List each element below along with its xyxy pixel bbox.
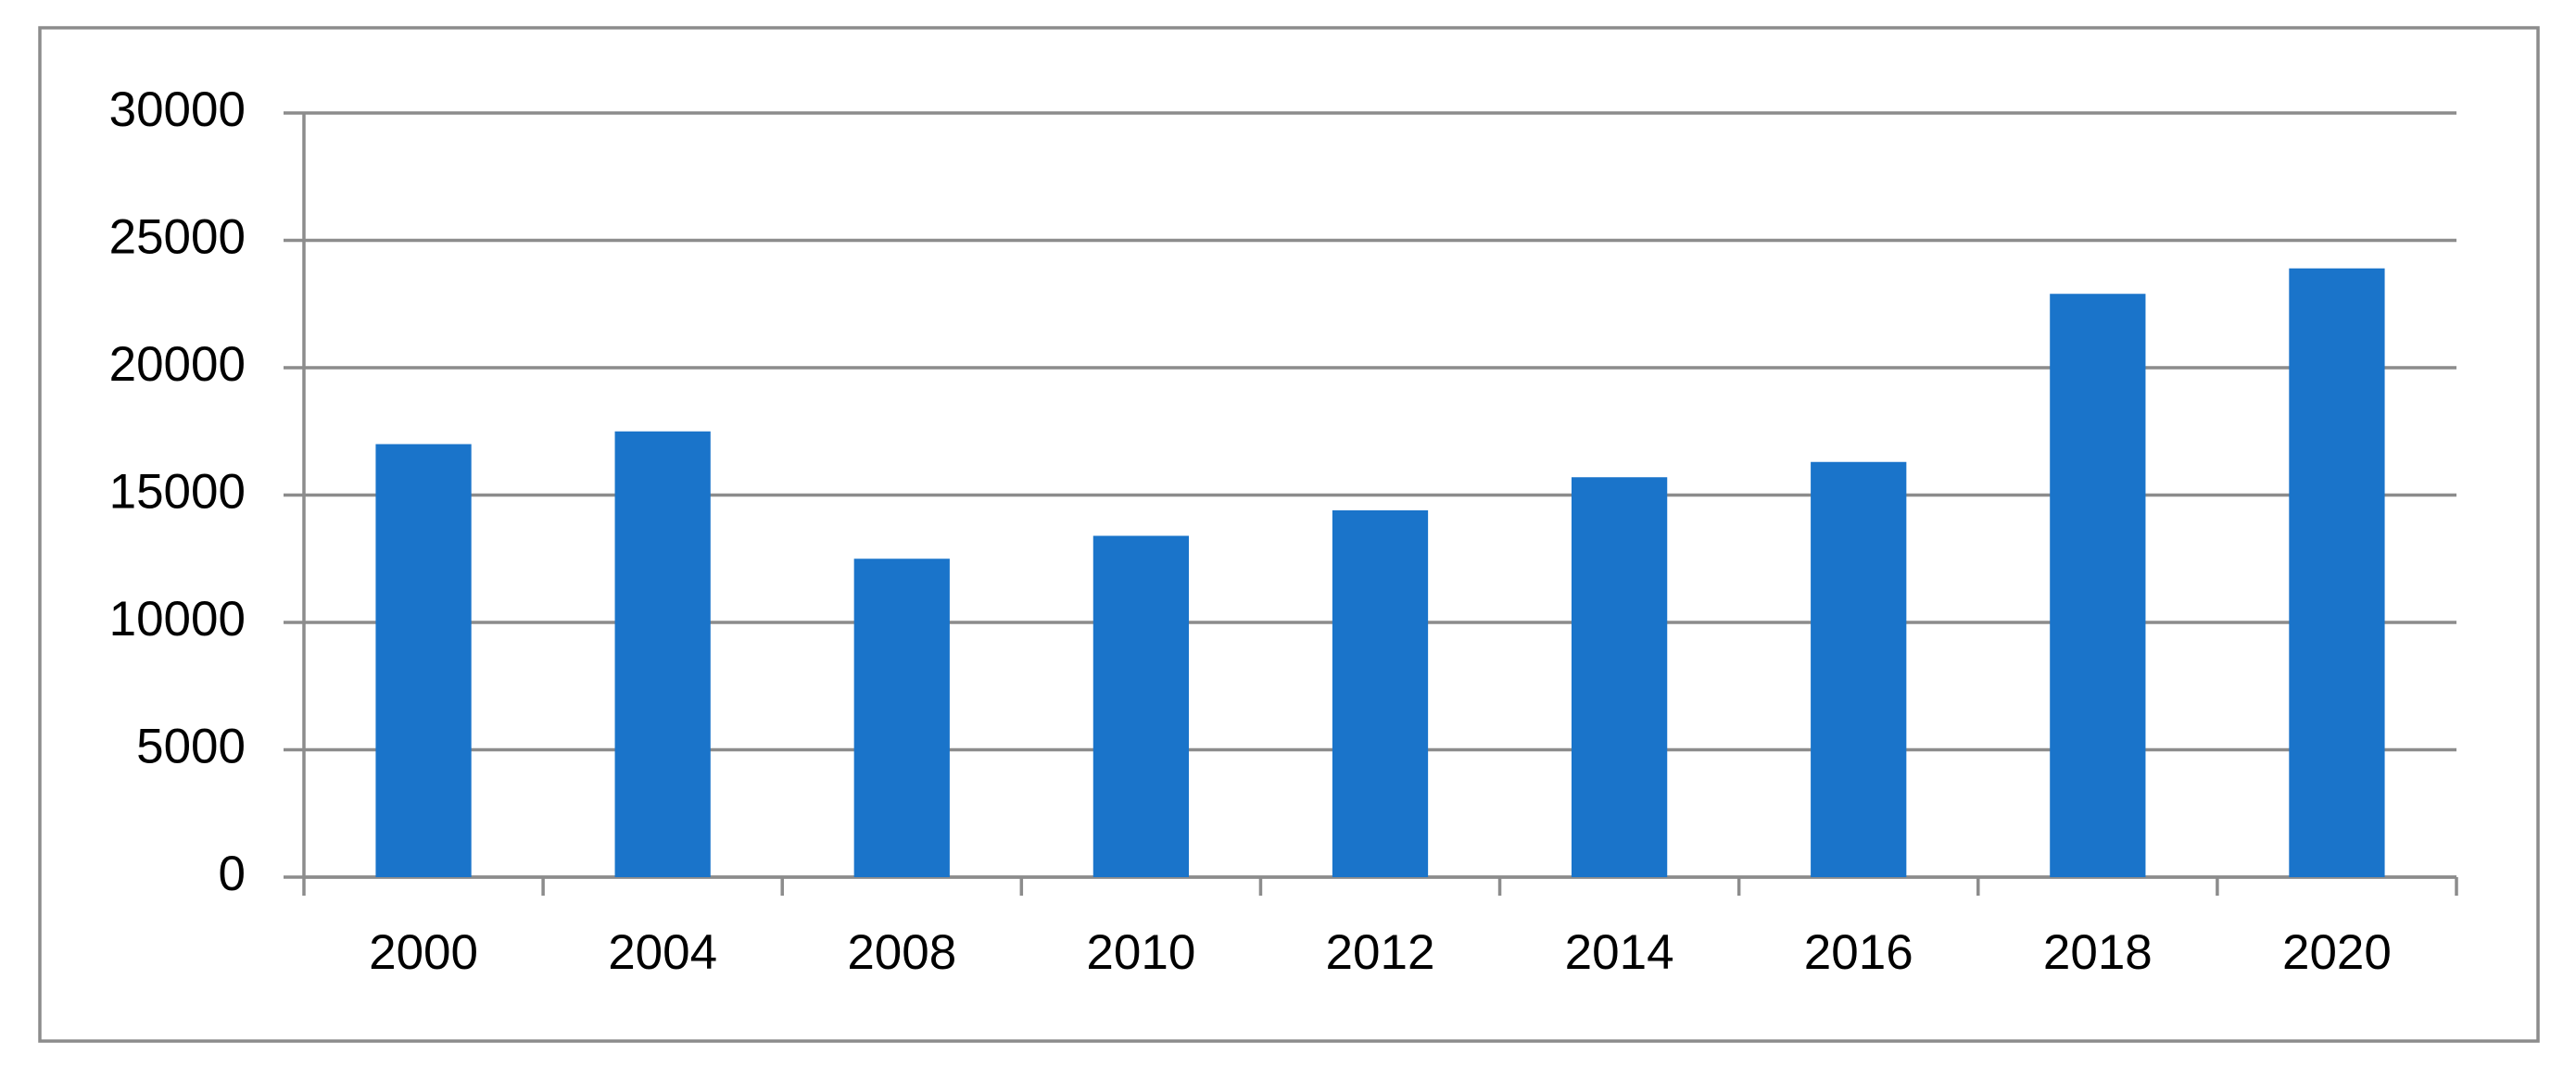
- y-tick-label: 15000: [109, 465, 246, 520]
- y-tick-label: 25000: [109, 210, 246, 265]
- y-tick-label: 10000: [109, 592, 246, 646]
- bar: [1811, 461, 1907, 877]
- bar: [1571, 477, 1668, 877]
- x-tick-label: 2004: [608, 925, 717, 980]
- x-tick-label: 2012: [1326, 925, 1435, 980]
- bar: [1092, 535, 1190, 877]
- y-tick-label: 5000: [136, 720, 246, 774]
- x-tick-label: 2016: [1804, 925, 1913, 980]
- bar: [375, 444, 472, 877]
- x-tick-label: 2018: [2043, 925, 2153, 980]
- y-tick-label: 30000: [109, 82, 246, 137]
- x-tick-label: 2014: [1565, 925, 1674, 980]
- bar: [2289, 268, 2385, 877]
- x-tick-label: 2008: [847, 925, 956, 980]
- x-tick-label: 2000: [369, 925, 478, 980]
- bar: [1332, 510, 1429, 877]
- bar: [2050, 294, 2146, 877]
- bar: [614, 431, 711, 877]
- x-tick-label: 2010: [1086, 925, 1195, 980]
- y-tick-label: 0: [219, 847, 246, 901]
- bar: [853, 559, 950, 877]
- y-tick-label: 20000: [109, 337, 246, 392]
- x-tick-label: 2020: [2282, 925, 2392, 980]
